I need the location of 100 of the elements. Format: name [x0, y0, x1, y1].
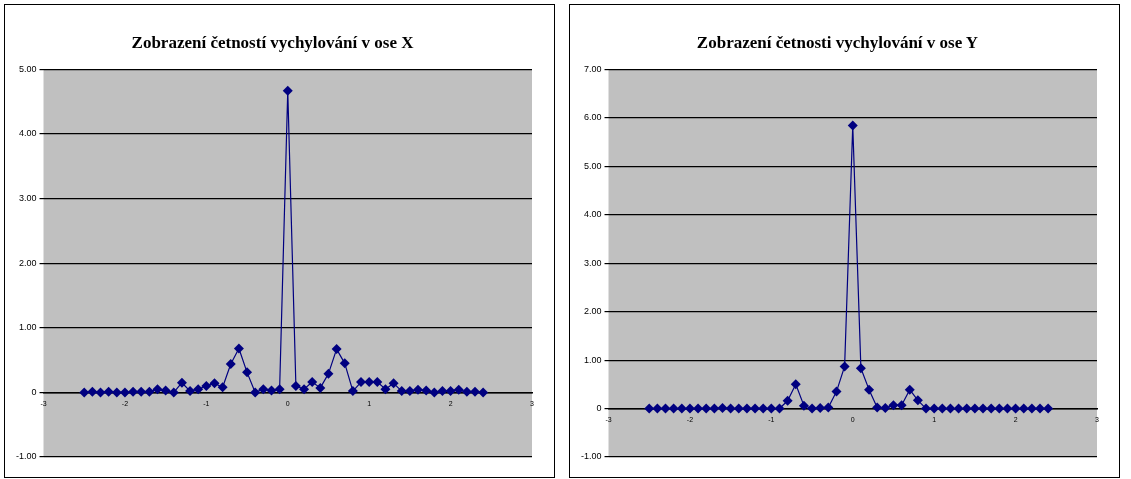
point — [144, 386, 155, 397]
point — [652, 403, 663, 414]
point — [733, 403, 744, 414]
point — [413, 384, 424, 395]
point — [644, 403, 655, 414]
point — [209, 378, 220, 389]
point — [445, 386, 456, 397]
point — [429, 387, 440, 398]
point — [758, 403, 769, 414]
point — [798, 400, 809, 411]
point — [331, 344, 342, 355]
point — [1026, 403, 1037, 414]
point — [929, 403, 940, 414]
point — [152, 384, 163, 395]
point — [994, 403, 1005, 414]
y-tick-label: 3.00 — [583, 257, 602, 268]
point — [323, 368, 334, 379]
point — [185, 386, 196, 397]
point — [904, 384, 915, 395]
point — [307, 377, 318, 388]
point — [953, 403, 964, 414]
chart-title: Zobrazení četností vychylování v ose X — [131, 32, 415, 52]
point — [242, 367, 253, 378]
point — [119, 387, 130, 398]
point — [225, 358, 236, 369]
y-tick-label: -1.00 — [16, 451, 37, 462]
point — [136, 386, 147, 397]
point — [388, 378, 399, 389]
y-tick-label: 2.00 — [583, 306, 602, 317]
point — [1043, 403, 1054, 414]
point — [676, 403, 687, 414]
point — [961, 403, 972, 414]
point — [1018, 403, 1029, 414]
point — [937, 403, 948, 414]
point — [282, 85, 293, 96]
point — [111, 387, 122, 398]
point — [888, 400, 899, 411]
point — [660, 403, 671, 414]
point — [396, 386, 407, 397]
y-tick-label: 5.00 — [18, 63, 37, 74]
point — [274, 384, 285, 395]
point — [701, 403, 712, 414]
y-tick-label: 0 — [31, 386, 37, 397]
y-tick-label: -1.00 — [581, 451, 602, 462]
y-tick-label: 4.00 — [583, 209, 602, 220]
y-tick-label: 6.00 — [583, 112, 602, 123]
point — [380, 384, 391, 395]
y-tick-label: 7.00 — [583, 63, 602, 74]
point — [774, 403, 785, 414]
point — [741, 403, 752, 414]
point — [969, 403, 980, 414]
point — [986, 403, 997, 414]
point — [693, 403, 704, 414]
point — [847, 120, 858, 131]
point — [921, 403, 932, 414]
point — [912, 395, 923, 406]
point — [461, 386, 472, 397]
point — [453, 384, 464, 395]
point — [1002, 403, 1013, 414]
y-tick-label: 1.00 — [18, 322, 37, 333]
point — [766, 403, 777, 414]
point — [823, 402, 834, 413]
point — [872, 402, 883, 413]
point — [668, 403, 679, 414]
point — [855, 363, 866, 374]
point — [176, 377, 187, 388]
point — [978, 403, 989, 414]
point — [1010, 403, 1021, 414]
point — [233, 343, 244, 354]
point — [421, 385, 432, 396]
point — [470, 386, 481, 397]
point — [290, 380, 301, 391]
point — [87, 386, 98, 397]
chart-title: Zobrazení četnosti vychylování v ose Y — [696, 32, 979, 52]
point — [299, 384, 310, 395]
y-tick-label: 2.00 — [18, 257, 37, 268]
point — [815, 403, 826, 414]
y-tick-label: 3.00 — [18, 193, 37, 204]
point — [880, 403, 891, 414]
y-tick-label: 4.00 — [18, 128, 37, 139]
point — [725, 403, 736, 414]
point — [217, 382, 228, 393]
point — [478, 387, 489, 398]
point — [831, 386, 842, 397]
y-tick-label: 1.00 — [583, 354, 602, 365]
point — [437, 386, 448, 397]
point — [258, 384, 269, 395]
point — [684, 403, 695, 414]
point — [945, 403, 956, 414]
point — [201, 380, 212, 391]
point — [103, 386, 114, 397]
point — [839, 361, 850, 372]
point — [315, 382, 326, 393]
point — [266, 385, 277, 396]
point — [95, 387, 106, 398]
point — [750, 403, 761, 414]
point — [790, 379, 801, 390]
point — [79, 387, 90, 398]
point — [193, 384, 204, 395]
point — [782, 395, 793, 406]
